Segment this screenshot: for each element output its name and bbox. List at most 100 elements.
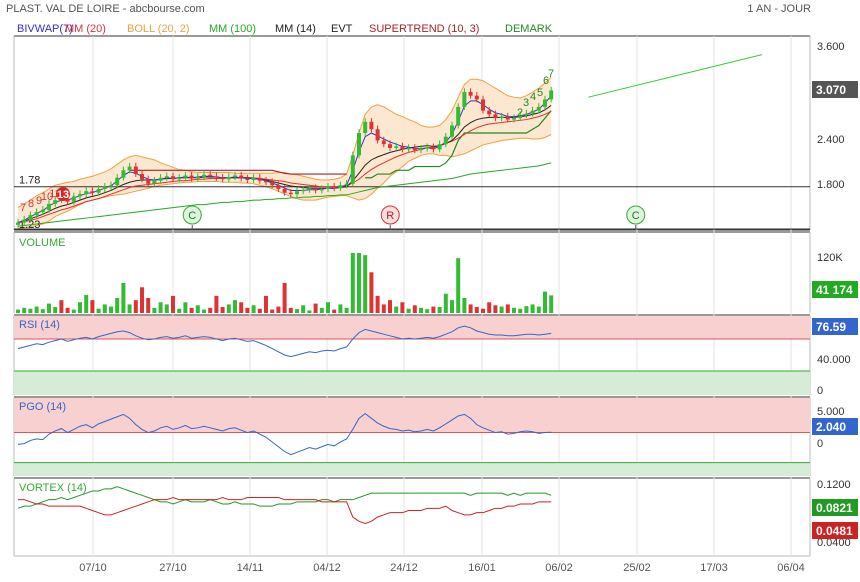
volume-bar — [326, 302, 330, 313]
candle-body — [251, 177, 256, 181]
candle-body — [276, 185, 281, 189]
candle-body — [301, 189, 306, 192]
candle-body — [90, 191, 95, 193]
volume-bar — [406, 308, 411, 313]
volume-bar — [183, 302, 188, 313]
candle-body — [530, 110, 535, 114]
volume-bar — [177, 308, 182, 313]
event-marker-label-2: C — [632, 210, 640, 222]
candle-body — [363, 121, 368, 133]
volume-bar — [419, 307, 423, 313]
vortex-minus-line — [18, 496, 552, 525]
candle-body — [264, 180, 268, 183]
pgo-oversold-zone — [14, 462, 810, 476]
candle-body — [233, 175, 237, 178]
volume-bar — [16, 309, 20, 313]
candle-body — [202, 174, 206, 178]
volume-bar — [233, 300, 237, 313]
legend-item-6: SUPERTREND (10, 3) — [369, 23, 479, 35]
volume-bar — [195, 305, 200, 313]
vortex-title: VORTEX (14) — [19, 482, 87, 494]
candle-body — [543, 99, 547, 107]
evt-line — [365, 110, 552, 179]
chart-title: PLAST. VAL DE LOIRE - abcbourse.com — [6, 3, 205, 15]
pgo-title: PGO (14) — [19, 401, 66, 413]
x-tick-label: 24/12 — [390, 562, 418, 574]
volume-bar — [22, 307, 27, 313]
volume-bar — [295, 309, 299, 313]
volume-bar — [276, 306, 281, 313]
demark-label: 7 — [20, 202, 26, 214]
candle-body — [338, 185, 343, 189]
volume-bar — [357, 253, 361, 313]
volume-bar — [344, 307, 349, 313]
volume-bar — [350, 253, 355, 313]
x-tick-label: 06/02 — [545, 562, 573, 574]
candle-body — [369, 121, 374, 130]
volume-bar — [47, 303, 51, 313]
candle-body — [357, 133, 361, 156]
volume-bar — [375, 295, 380, 313]
volume-bar — [369, 272, 374, 313]
x-tick-label: 06/04 — [777, 562, 805, 574]
candle-body — [22, 219, 27, 223]
candle-body — [437, 144, 442, 150]
volume-bar — [443, 293, 448, 313]
x-tick-label: 14/11 — [237, 562, 264, 574]
candle-body — [127, 166, 132, 171]
x-tick-label: 07/10 — [79, 562, 107, 574]
volume-bar — [146, 298, 151, 313]
supertrend-line — [129, 169, 347, 175]
volume-bar — [214, 295, 219, 313]
candle-body — [549, 90, 554, 100]
vortex-tick-label: 0.0400 — [817, 537, 851, 549]
rsi-tick-label: 40.000 — [817, 354, 851, 366]
event-marker-label-1: R — [386, 210, 394, 222]
candle-body — [146, 179, 151, 184]
level-label-high: 1.78 — [19, 175, 40, 187]
candle-body — [425, 147, 430, 149]
candle-body — [443, 136, 448, 145]
volume-bar — [400, 302, 405, 313]
volume-bar — [65, 307, 70, 313]
x-tick-label: 25/02 — [623, 562, 651, 574]
candle-body — [140, 174, 144, 180]
volume-bar — [121, 283, 126, 313]
vortex-minus-last-value: 0.0481 — [816, 524, 853, 538]
candle-body — [419, 148, 423, 151]
candle-body — [214, 176, 219, 178]
event-marker-2 — [626, 205, 646, 225]
candle-body — [288, 192, 293, 195]
period-label[interactable]: 1 AN - JOUR — [747, 3, 811, 15]
pgo-tick-label: 0 — [817, 438, 823, 450]
volume-bar — [102, 304, 107, 313]
candle-body — [524, 113, 529, 116]
candle-body — [505, 116, 510, 120]
demark-label: 10 — [41, 191, 53, 203]
volume-last-value-box — [812, 281, 858, 298]
candle-body — [226, 177, 231, 180]
candle-body — [412, 147, 417, 151]
demark-label: 9 — [36, 195, 42, 207]
volume-bar — [499, 306, 504, 313]
candle-body — [536, 106, 541, 111]
candle-body — [313, 188, 318, 191]
demark-label: 3 — [523, 97, 529, 109]
candle-body — [406, 147, 411, 150]
legend-item-4: MM (14) — [275, 23, 316, 35]
candle-body — [326, 186, 330, 189]
candle-body — [307, 188, 312, 190]
candle-body — [189, 175, 194, 179]
volume-bar — [34, 306, 39, 313]
volume-bar — [257, 308, 262, 313]
price-tick-label: 2.400 — [817, 134, 845, 146]
candle-body — [16, 222, 20, 225]
candle-body — [28, 215, 33, 220]
demark-label: 5 — [537, 87, 543, 99]
candle-body — [152, 180, 157, 184]
volume-bar — [127, 304, 132, 313]
vortex-tick-label: 0.1200 — [817, 479, 851, 491]
legend-item-5: EVT — [331, 23, 353, 35]
volume-bar — [59, 300, 64, 313]
volume-bar — [158, 302, 163, 313]
